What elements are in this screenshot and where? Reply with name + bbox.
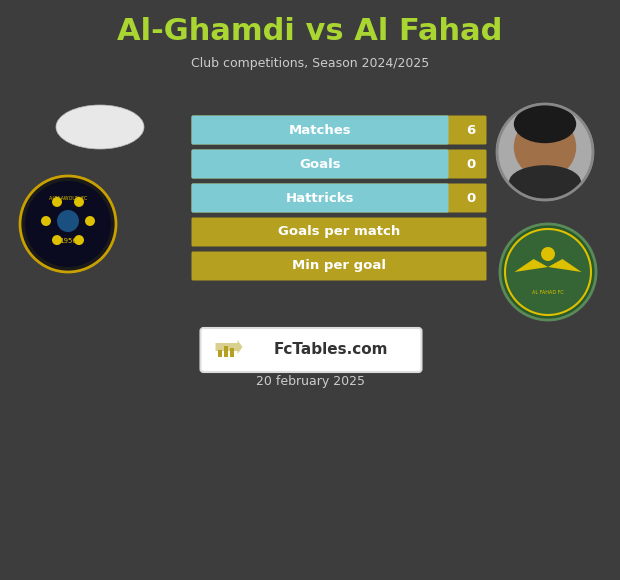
Circle shape	[41, 216, 51, 226]
Circle shape	[52, 235, 62, 245]
FancyBboxPatch shape	[192, 150, 487, 179]
Text: Club competitions, Season 2024/2025: Club competitions, Season 2024/2025	[191, 56, 429, 70]
Polygon shape	[548, 259, 582, 272]
Circle shape	[25, 181, 111, 267]
Circle shape	[541, 247, 555, 261]
Circle shape	[74, 235, 84, 245]
Ellipse shape	[56, 105, 144, 149]
FancyBboxPatch shape	[192, 252, 487, 281]
Text: AL FAHAD FC: AL FAHAD FC	[532, 289, 564, 295]
Polygon shape	[216, 340, 242, 354]
Circle shape	[57, 210, 79, 232]
FancyBboxPatch shape	[218, 350, 221, 357]
FancyBboxPatch shape	[223, 346, 228, 357]
Ellipse shape	[514, 105, 576, 143]
FancyBboxPatch shape	[192, 150, 448, 179]
Circle shape	[52, 197, 62, 207]
Text: FcTables.com: FcTables.com	[274, 342, 388, 357]
Text: ALTAAWOUN FC: ALTAAWOUN FC	[49, 195, 87, 201]
Text: 6: 6	[466, 124, 476, 136]
Text: Hattricks: Hattricks	[286, 191, 354, 205]
Circle shape	[500, 224, 596, 320]
Circle shape	[497, 104, 593, 200]
Polygon shape	[515, 259, 548, 272]
Circle shape	[20, 176, 116, 272]
Circle shape	[514, 116, 576, 178]
Circle shape	[505, 229, 591, 315]
FancyBboxPatch shape	[200, 328, 422, 372]
FancyBboxPatch shape	[192, 115, 448, 144]
Text: 1956: 1956	[59, 238, 77, 244]
FancyBboxPatch shape	[192, 218, 487, 246]
Circle shape	[85, 216, 95, 226]
Text: 20 february 2025: 20 february 2025	[255, 375, 365, 389]
Circle shape	[74, 197, 84, 207]
Text: 0: 0	[466, 191, 476, 205]
FancyBboxPatch shape	[229, 348, 234, 357]
FancyBboxPatch shape	[192, 183, 448, 212]
Text: Min per goal: Min per goal	[292, 259, 386, 273]
Ellipse shape	[509, 165, 581, 199]
Text: Al-Ghamdi vs Al Fahad: Al-Ghamdi vs Al Fahad	[117, 17, 503, 46]
Text: 0: 0	[466, 158, 476, 171]
Text: Matches: Matches	[289, 124, 352, 136]
Text: Goals per match: Goals per match	[278, 226, 400, 238]
Text: Goals: Goals	[299, 158, 341, 171]
FancyBboxPatch shape	[192, 115, 487, 144]
FancyBboxPatch shape	[192, 183, 487, 212]
